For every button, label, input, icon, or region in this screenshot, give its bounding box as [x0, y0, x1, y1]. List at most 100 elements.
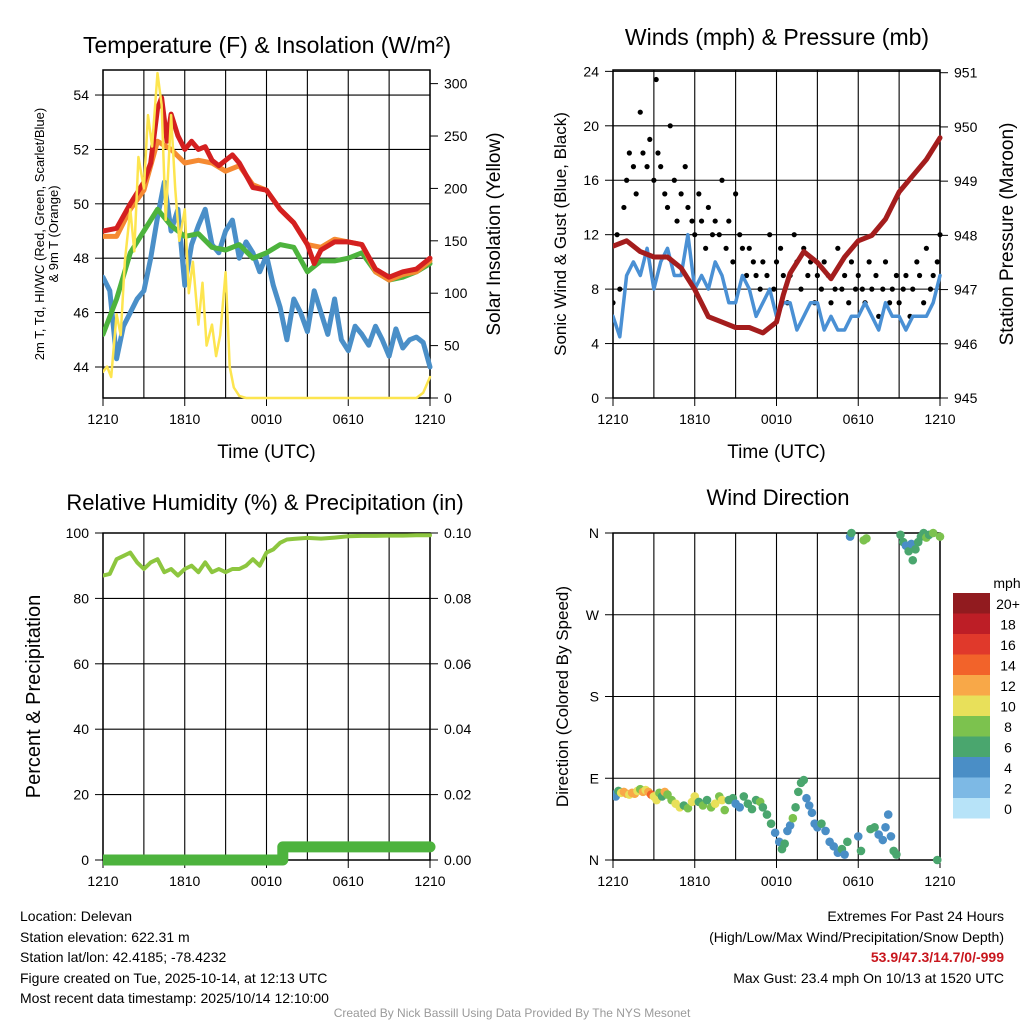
wind-direction-point — [932, 855, 942, 865]
wind-direction-point — [908, 555, 918, 565]
panel-title: Relative Humidity (%) & Precipitation (i… — [66, 490, 463, 515]
y-right-axis-label: Solar Insolation (Yellow) — [484, 132, 505, 335]
panel-title: Winds (mph) & Pressure (mb) — [625, 24, 929, 50]
wind-direction-point — [739, 792, 749, 801]
wind-direction-point — [762, 810, 772, 819]
gust-point — [773, 259, 780, 265]
gust-point — [839, 286, 845, 292]
wind-direction-point — [758, 803, 768, 812]
gust-point — [910, 286, 916, 292]
gust-point — [624, 177, 630, 183]
x-tick-label: 1210 — [597, 411, 628, 427]
y-axis-label: & 9m T (Orange) — [46, 185, 61, 282]
colorbar-swatch — [953, 613, 990, 634]
wind-direction-point — [788, 813, 798, 823]
x-tick-label: 1810 — [679, 411, 710, 427]
y-right-tick-label: 951 — [954, 65, 978, 81]
y-tick-label: S — [590, 689, 599, 705]
x-axis-label: Time (UTC) — [217, 442, 316, 463]
y-right-tick-label: 0.04 — [444, 721, 471, 737]
panel-4 — [605, 528, 990, 868]
y-right-tick-label: 0.08 — [444, 590, 471, 606]
y-axis-label: 2m T, Td, HI/WC (Red, Green, Scarlet/Blu… — [32, 108, 47, 360]
colorbar-swatch — [953, 798, 990, 819]
y-right-tick-label: 300 — [444, 76, 468, 92]
gust-point — [923, 245, 929, 251]
gust-point — [852, 286, 859, 292]
y-tick-label: 20 — [73, 787, 89, 803]
latlon-text: Station lat/lon: 42.4185; -78.4232 — [20, 949, 227, 965]
gust-point — [760, 259, 766, 265]
colorbar-label: 2 — [1004, 781, 1012, 797]
y-tick-label: 50 — [73, 196, 89, 212]
y-tick-label: N — [589, 525, 599, 541]
y-tick-label: 100 — [66, 525, 90, 541]
gust-point — [927, 286, 934, 292]
gust-point — [651, 177, 657, 183]
gust-point — [719, 177, 725, 183]
panel-2 — [605, 69, 948, 406]
speed-colorbar — [953, 593, 990, 819]
gust-point — [900, 286, 906, 292]
wind-direction-point — [710, 799, 720, 808]
wind-direction-point — [807, 808, 817, 818]
gust-point — [780, 272, 786, 279]
y-right-tick-label: 949 — [954, 173, 978, 189]
created-text: Figure created on Tue, 2025-10-14, at 12… — [20, 969, 328, 986]
wind-direction-point — [870, 823, 879, 832]
x-tick-label: 0010 — [251, 411, 282, 427]
gust-point — [685, 204, 691, 211]
y-right-tick-label: 0.10 — [444, 525, 471, 541]
gust-point — [842, 272, 848, 279]
y-axis-label: Direction (Colored By Speed) — [553, 586, 572, 807]
series-2m-t — [103, 95, 433, 280]
y-tick-label: 80 — [73, 590, 89, 606]
gust-point — [655, 150, 661, 156]
gust-point — [664, 204, 671, 211]
gust-point — [930, 272, 936, 279]
extremes-values: 53.9/47.3/14.7/0/-999 — [870, 949, 1004, 965]
gust-point — [621, 204, 627, 211]
gust-point — [662, 191, 668, 197]
gust-point — [653, 76, 659, 83]
x-tick-label: 1210 — [924, 411, 955, 427]
y-tick-label: 24 — [583, 63, 599, 79]
y-right-tick-label: 250 — [444, 128, 468, 144]
gust-point — [805, 272, 811, 279]
wind-direction-point — [829, 842, 839, 851]
colorbar-swatch — [953, 736, 990, 757]
gust-point — [873, 272, 879, 279]
x-tick-label: 0610 — [843, 873, 874, 889]
wind-direction-point — [683, 803, 693, 813]
gust-point — [869, 286, 875, 292]
x-tick-label: 0010 — [761, 873, 792, 889]
wind-direction-point — [735, 803, 745, 812]
y-tick-label: 48 — [73, 250, 89, 266]
gust-point — [726, 218, 732, 224]
x-tick-label: 1810 — [679, 873, 710, 889]
wind-direction-point — [821, 826, 830, 836]
colorbar-label: 14 — [1000, 658, 1016, 674]
y-right-tick-label: 100 — [444, 285, 468, 301]
colorbar-swatch — [953, 593, 990, 614]
wind-direction-point — [862, 534, 871, 543]
gust-point — [937, 232, 943, 238]
wind-direction-point — [717, 795, 727, 805]
gust-point — [757, 286, 763, 292]
colorbar-label: 6 — [1004, 740, 1012, 756]
y-right-tick-label: 946 — [954, 336, 978, 352]
gust-point — [633, 191, 639, 197]
wind-direction-point — [847, 528, 856, 538]
gust-point — [859, 286, 865, 292]
gust-point — [667, 123, 673, 129]
y-tick-label: 16 — [583, 172, 599, 188]
series-relative-humidity — [103, 533, 432, 578]
series-solar-insolation — [103, 71, 432, 400]
gust-point — [730, 259, 736, 265]
gust-point — [896, 300, 902, 306]
gust-point — [682, 164, 688, 170]
gust-point — [835, 245, 841, 251]
gust-point — [630, 164, 637, 170]
gust-point — [613, 300, 616, 306]
